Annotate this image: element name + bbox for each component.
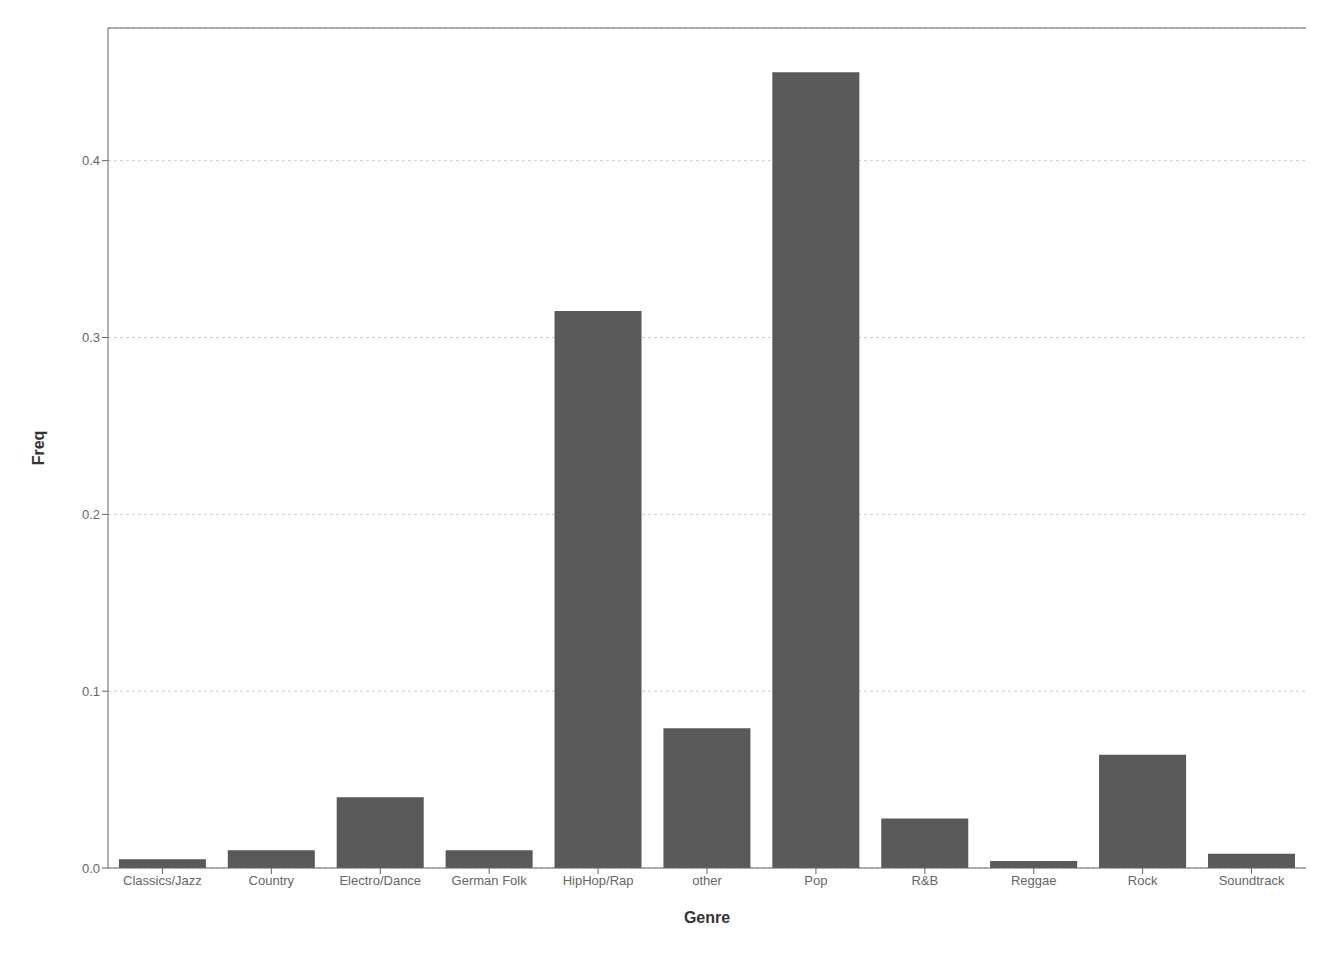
svg-text:0.3: 0.3 — [82, 330, 100, 345]
svg-text:Country: Country — [249, 873, 295, 888]
svg-text:German Folk: German Folk — [452, 873, 528, 888]
svg-text:Reggae: Reggae — [1011, 873, 1057, 888]
svg-text:Pop: Pop — [804, 873, 827, 888]
svg-text:0.4: 0.4 — [82, 153, 100, 168]
svg-text:Electro/Dance: Electro/Dance — [339, 873, 421, 888]
svg-text:0.0: 0.0 — [82, 861, 100, 876]
svg-text:HipHop/Rap: HipHop/Rap — [563, 873, 634, 888]
svg-text:R&B: R&B — [911, 873, 938, 888]
svg-text:Soundtrack: Soundtrack — [1219, 873, 1285, 888]
svg-text:other: other — [692, 873, 722, 888]
svg-text:Genre: Genre — [684, 909, 730, 926]
svg-text:Rock: Rock — [1128, 873, 1158, 888]
svg-text:Freq: Freq — [30, 431, 47, 466]
svg-text:0.2: 0.2 — [82, 507, 100, 522]
svg-text:Classics/Jazz: Classics/Jazz — [123, 873, 202, 888]
svg-text:0.1: 0.1 — [82, 684, 100, 699]
